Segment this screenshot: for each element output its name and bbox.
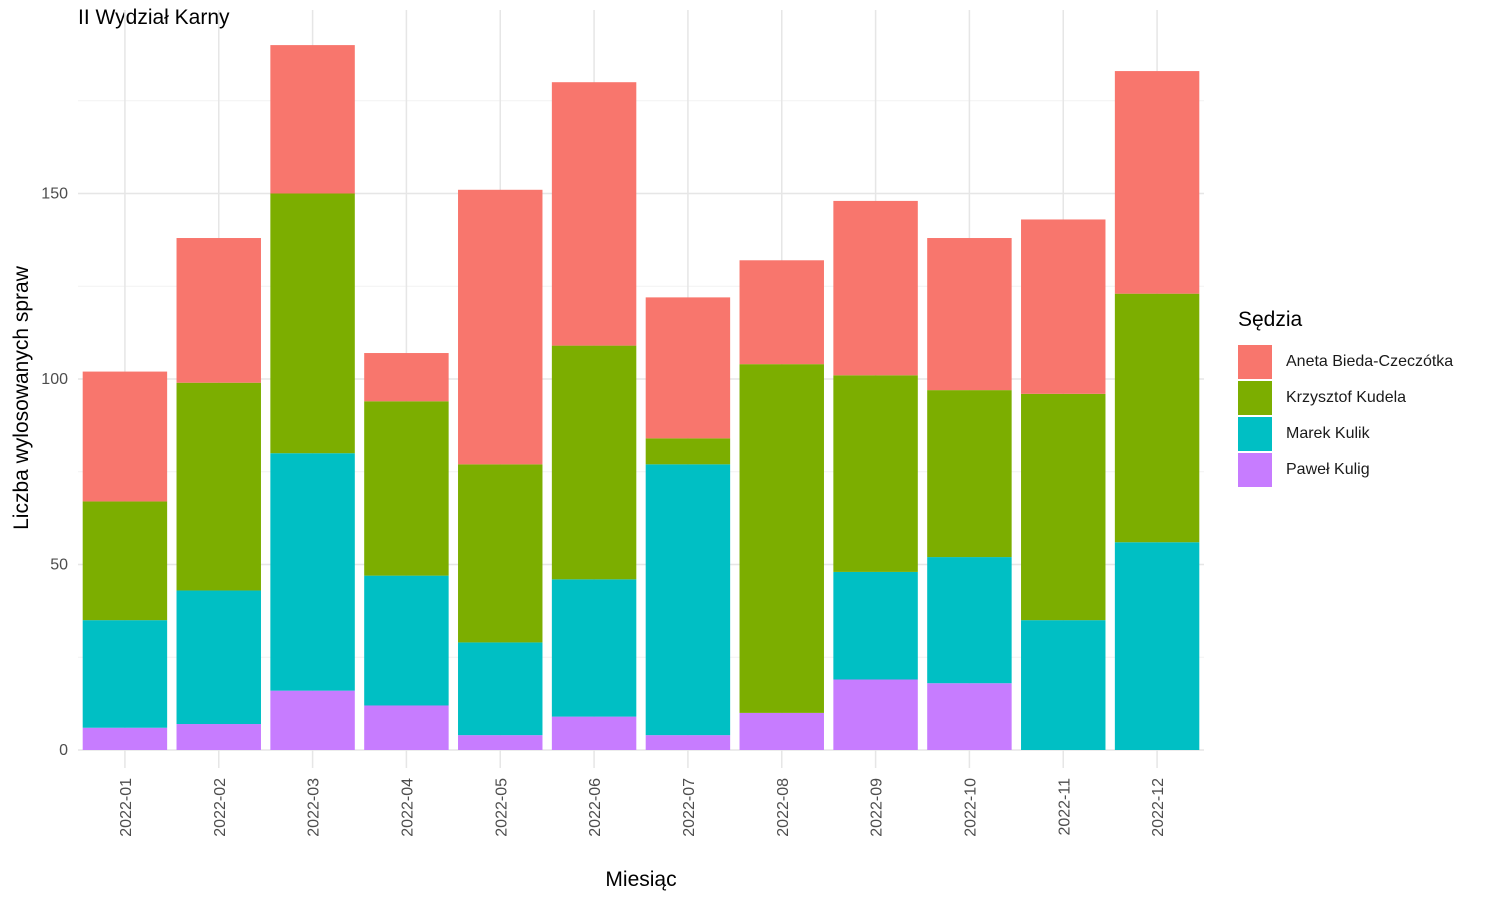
legend-label: Aneta Bieda-Czeczótka — [1286, 353, 1454, 370]
bar-segment — [1114, 293, 1200, 543]
bar-segment — [364, 353, 449, 402]
y-axis-label: Liczba wylosowanych spraw — [10, 265, 33, 530]
y-tick-label: 150 — [41, 186, 68, 203]
legend-label: Krzysztof Kudela — [1286, 389, 1407, 406]
legend-label: Paweł Kulig — [1286, 461, 1370, 478]
bar-segment — [927, 557, 1012, 684]
bar-segment — [551, 345, 637, 580]
x-tick-label: 2022-09 — [869, 778, 886, 837]
x-axis: 2022-01 2022-02 2022-03 2022-04 2022-05 2022-… — [118, 778, 1167, 837]
bar-segment — [364, 575, 449, 706]
legend-item: Krzysztof Kudela — [1238, 380, 1453, 416]
x-tick-label: 2022-10 — [962, 778, 979, 837]
bar-segment — [270, 690, 355, 750]
bar-segment — [364, 705, 449, 750]
bar-segment — [458, 735, 543, 750]
bar-segment — [364, 401, 449, 576]
bar-segment — [176, 590, 261, 725]
legend-label: Marek Kulik — [1286, 425, 1370, 442]
y-tick-label: 50 — [50, 557, 68, 574]
bar-segment — [739, 712, 824, 750]
legend-item: Aneta Bieda-Czeczótka — [1238, 344, 1453, 380]
legend-item: Paweł Kulig — [1238, 452, 1453, 488]
x-tick-label: 2022-12 — [1150, 778, 1167, 837]
bar-segment — [551, 716, 637, 750]
legend-item: Marek Kulik — [1238, 416, 1453, 452]
bar-segment — [1021, 620, 1106, 750]
bar-segment — [270, 453, 355, 691]
bar-segment — [551, 579, 637, 717]
x-tick-label: 2022-07 — [681, 778, 698, 837]
bar-segment — [833, 571, 918, 680]
x-tick-label: 2022-11 — [1056, 778, 1073, 836]
bar-segment — [833, 679, 918, 750]
bar-segment — [176, 238, 261, 383]
bar-segment — [739, 364, 824, 713]
bar-segment — [82, 371, 168, 502]
legend-swatch — [1238, 417, 1272, 451]
legend-swatch — [1238, 381, 1272, 415]
x-axis-label: Miesiąc — [605, 868, 676, 891]
x-tick-label: 2022-03 — [306, 778, 323, 837]
legend-swatch — [1238, 453, 1272, 487]
x-tick-label: 2022-08 — [775, 778, 792, 837]
bar-segment — [458, 189, 543, 465]
x-tick-label: 2022-06 — [587, 778, 604, 837]
bar-segment — [645, 735, 731, 750]
x-tick-label: 2022-01 — [118, 778, 135, 837]
bar-segment — [82, 727, 168, 750]
bar-segment — [739, 260, 824, 365]
bar-segment — [1021, 393, 1106, 621]
bar-segment — [270, 45, 355, 194]
x-tick-label: 2022-04 — [399, 778, 416, 837]
y-tick-label: 100 — [41, 371, 68, 388]
bar-segment — [1021, 219, 1106, 394]
bar-segment — [927, 390, 1012, 558]
y-tick-label: 0 — [59, 742, 68, 759]
chart-title: II Wydział Karny — [78, 6, 230, 29]
bar-segment — [176, 724, 261, 750]
bar-segment — [176, 382, 261, 591]
bar-segment — [458, 464, 543, 643]
bar-segment — [645, 464, 731, 736]
bar-segment — [927, 683, 1012, 750]
bar-segment — [82, 620, 168, 728]
bar-segment — [82, 501, 168, 621]
bar-segment — [927, 238, 1012, 391]
bar-segment — [645, 297, 731, 439]
x-tick-label: 2022-05 — [493, 778, 510, 837]
legend: Sędzia Aneta Bieda-Czeczótka Krzysztof Ku… — [1238, 308, 1453, 488]
bars — [82, 45, 1200, 750]
bar-segment — [458, 642, 543, 736]
bar-segment — [1114, 71, 1200, 294]
y-axis: 0 50 100 150 — [41, 186, 68, 760]
bar-segment — [551, 82, 637, 346]
legend-swatch — [1238, 345, 1272, 379]
bar-segment — [645, 438, 731, 465]
bar-segment — [833, 200, 918, 376]
bar-segment — [833, 375, 918, 572]
bar-segment — [270, 193, 355, 454]
bar-segment — [1114, 542, 1200, 750]
legend-title: Sędzia — [1238, 308, 1303, 331]
x-tick-label: 2022-02 — [212, 778, 229, 837]
legend-items: Aneta Bieda-Czeczótka Krzysztof Kudela Mar… — [1238, 344, 1453, 488]
